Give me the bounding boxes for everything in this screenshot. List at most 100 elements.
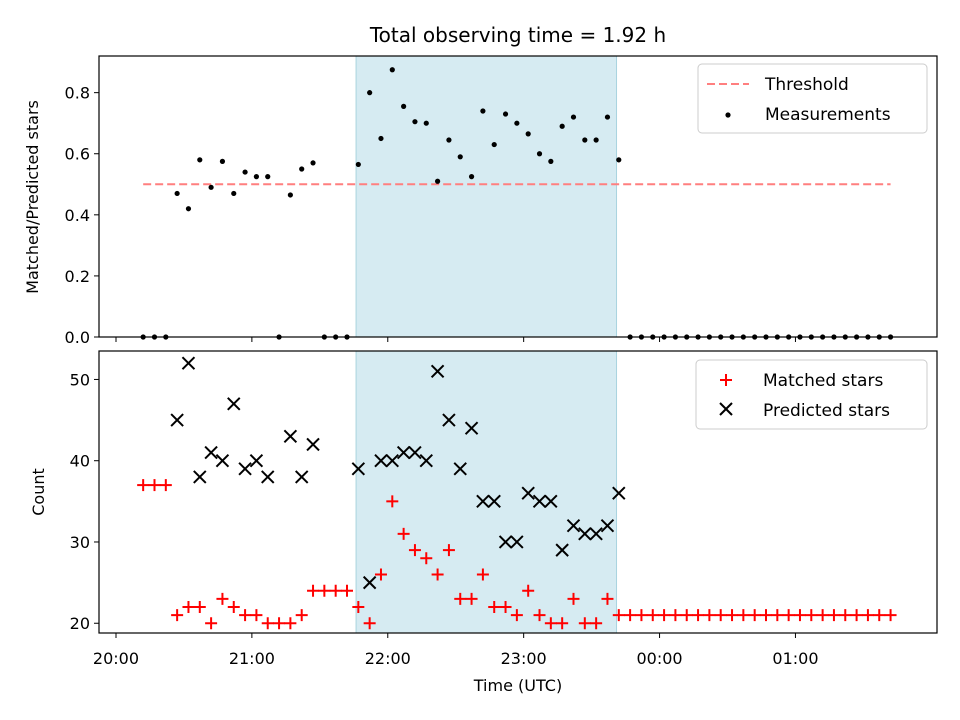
matched-star-point <box>522 584 535 597</box>
measurement-point <box>185 206 192 212</box>
measurement-point <box>355 161 361 168</box>
x-tick-label: 21:00 <box>229 649 275 668</box>
matched-star-point <box>261 617 274 630</box>
measurement-point <box>491 141 497 148</box>
predicted-star-point <box>419 454 433 468</box>
predicted-star-point <box>283 429 298 444</box>
matched-star-point <box>148 479 161 492</box>
top-legend: Threshold Measurements <box>697 63 928 134</box>
matched-star-point <box>873 609 886 622</box>
legend-measurements-swatch <box>725 112 731 118</box>
predicted-star-point <box>430 364 445 379</box>
y-tick-label: 0.0 <box>65 328 90 347</box>
matched-star-point <box>454 592 467 605</box>
legend-measurements-label: Measurements <box>765 105 891 125</box>
matched-star-point <box>714 609 727 622</box>
measurement-point <box>525 131 531 137</box>
measurement-point <box>231 190 237 197</box>
top-highlight-span <box>355 55 618 338</box>
matched-star-point <box>646 609 659 622</box>
matched-star-point <box>397 527 410 540</box>
measurement-point <box>265 174 271 180</box>
matched-star-point <box>544 617 557 630</box>
measurement-point <box>253 174 260 180</box>
matched-star-point <box>680 609 693 622</box>
matched-star-point <box>307 584 320 597</box>
matched-star-point <box>205 617 218 630</box>
matched-star-point <box>533 609 546 622</box>
matched-star-point <box>748 609 761 622</box>
bottom-highlight-span <box>355 350 618 634</box>
matched-star-point <box>182 600 195 613</box>
matched-star-point <box>488 600 501 613</box>
predicted-star-point <box>555 543 569 557</box>
bottom-plot-frame <box>98 350 938 634</box>
matched-star-point <box>137 479 150 492</box>
matched-star-point <box>476 568 489 581</box>
predicted-star-point <box>498 535 513 549</box>
matched-star-point <box>499 600 512 613</box>
matched-star-point <box>726 609 739 622</box>
measurement-point <box>548 158 554 164</box>
measurement-point <box>514 120 520 126</box>
predicted-star-point <box>600 519 615 533</box>
predicted-star-point <box>249 454 264 468</box>
predicted-star-point <box>227 397 241 411</box>
matched-star-point <box>805 609 818 622</box>
measurement-point <box>423 120 429 126</box>
measurement-point <box>242 169 248 175</box>
measurement-point <box>389 67 395 73</box>
measurement-point <box>287 192 293 198</box>
measurement-point <box>536 151 543 157</box>
matched-star-point <box>408 544 421 557</box>
predicted-star-point <box>544 494 558 509</box>
predicted-star-point <box>294 470 309 484</box>
matched-star-point <box>465 592 478 605</box>
matched-star-point <box>816 609 829 622</box>
matched-star-point <box>827 609 840 622</box>
matched-star-point <box>352 600 365 613</box>
x-axis-label: Time (UTC) <box>473 676 562 695</box>
matched-star-point <box>284 617 297 630</box>
y-tick-label: 50 <box>70 370 90 389</box>
measurement-point <box>197 157 203 163</box>
legend-threshold-label: Threshold <box>764 75 849 95</box>
matched-star-point <box>159 479 172 492</box>
matched-star-point <box>227 600 240 613</box>
legend-predicted-label: Predicted stars <box>763 401 890 421</box>
matched-star-point <box>861 609 874 622</box>
measurement-point <box>457 154 463 160</box>
predicted-star-point <box>215 454 230 468</box>
measurement-point <box>219 158 226 164</box>
predicted-star-point <box>306 437 320 452</box>
measurement-point <box>468 174 475 180</box>
predicted-star-point <box>351 462 366 476</box>
measurement-point <box>299 166 305 172</box>
matched-star-point <box>318 584 331 597</box>
y-tick-label: 20 <box>70 614 90 633</box>
matched-star-point <box>669 609 682 622</box>
highlight-rect <box>355 55 618 338</box>
measurement-point <box>480 108 486 114</box>
matched-star-point <box>341 584 354 597</box>
measurement-point <box>502 111 509 117</box>
matched-star-point <box>442 544 455 557</box>
matched-stars-points <box>137 479 897 630</box>
x-tick-label: 22:00 <box>365 649 411 668</box>
measurement-point <box>616 157 622 163</box>
predicted-star-point <box>510 535 524 549</box>
matched-star-point <box>578 617 591 630</box>
legend-matched-swatch <box>720 374 732 386</box>
predicted-star-point <box>487 494 501 509</box>
measurement-point <box>593 137 599 143</box>
predicted-star-point <box>408 445 422 460</box>
matched-star-point <box>239 609 252 622</box>
measurement-point <box>208 184 214 190</box>
predicted-star-point <box>170 413 184 427</box>
legend-matched-label: Matched stars <box>763 371 883 391</box>
matched-star-point <box>363 617 376 630</box>
bottom-legend-box <box>695 359 928 430</box>
predicted-star-point <box>453 462 467 476</box>
top-plot-frame <box>98 55 938 338</box>
